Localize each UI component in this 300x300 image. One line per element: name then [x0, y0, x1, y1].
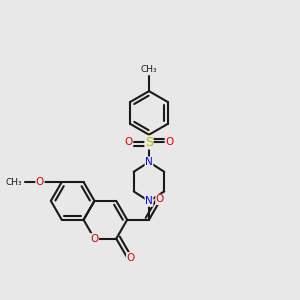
Text: O: O [124, 137, 133, 147]
Text: CH₃: CH₃ [141, 64, 157, 74]
Text: N: N [145, 196, 153, 206]
Text: O: O [127, 253, 135, 262]
Text: O: O [165, 137, 173, 147]
Text: O: O [90, 234, 99, 244]
Text: O: O [156, 194, 164, 204]
Text: S: S [145, 136, 153, 149]
Text: CH₃: CH₃ [5, 178, 22, 187]
Text: N: N [145, 157, 153, 167]
Text: O: O [36, 177, 44, 187]
